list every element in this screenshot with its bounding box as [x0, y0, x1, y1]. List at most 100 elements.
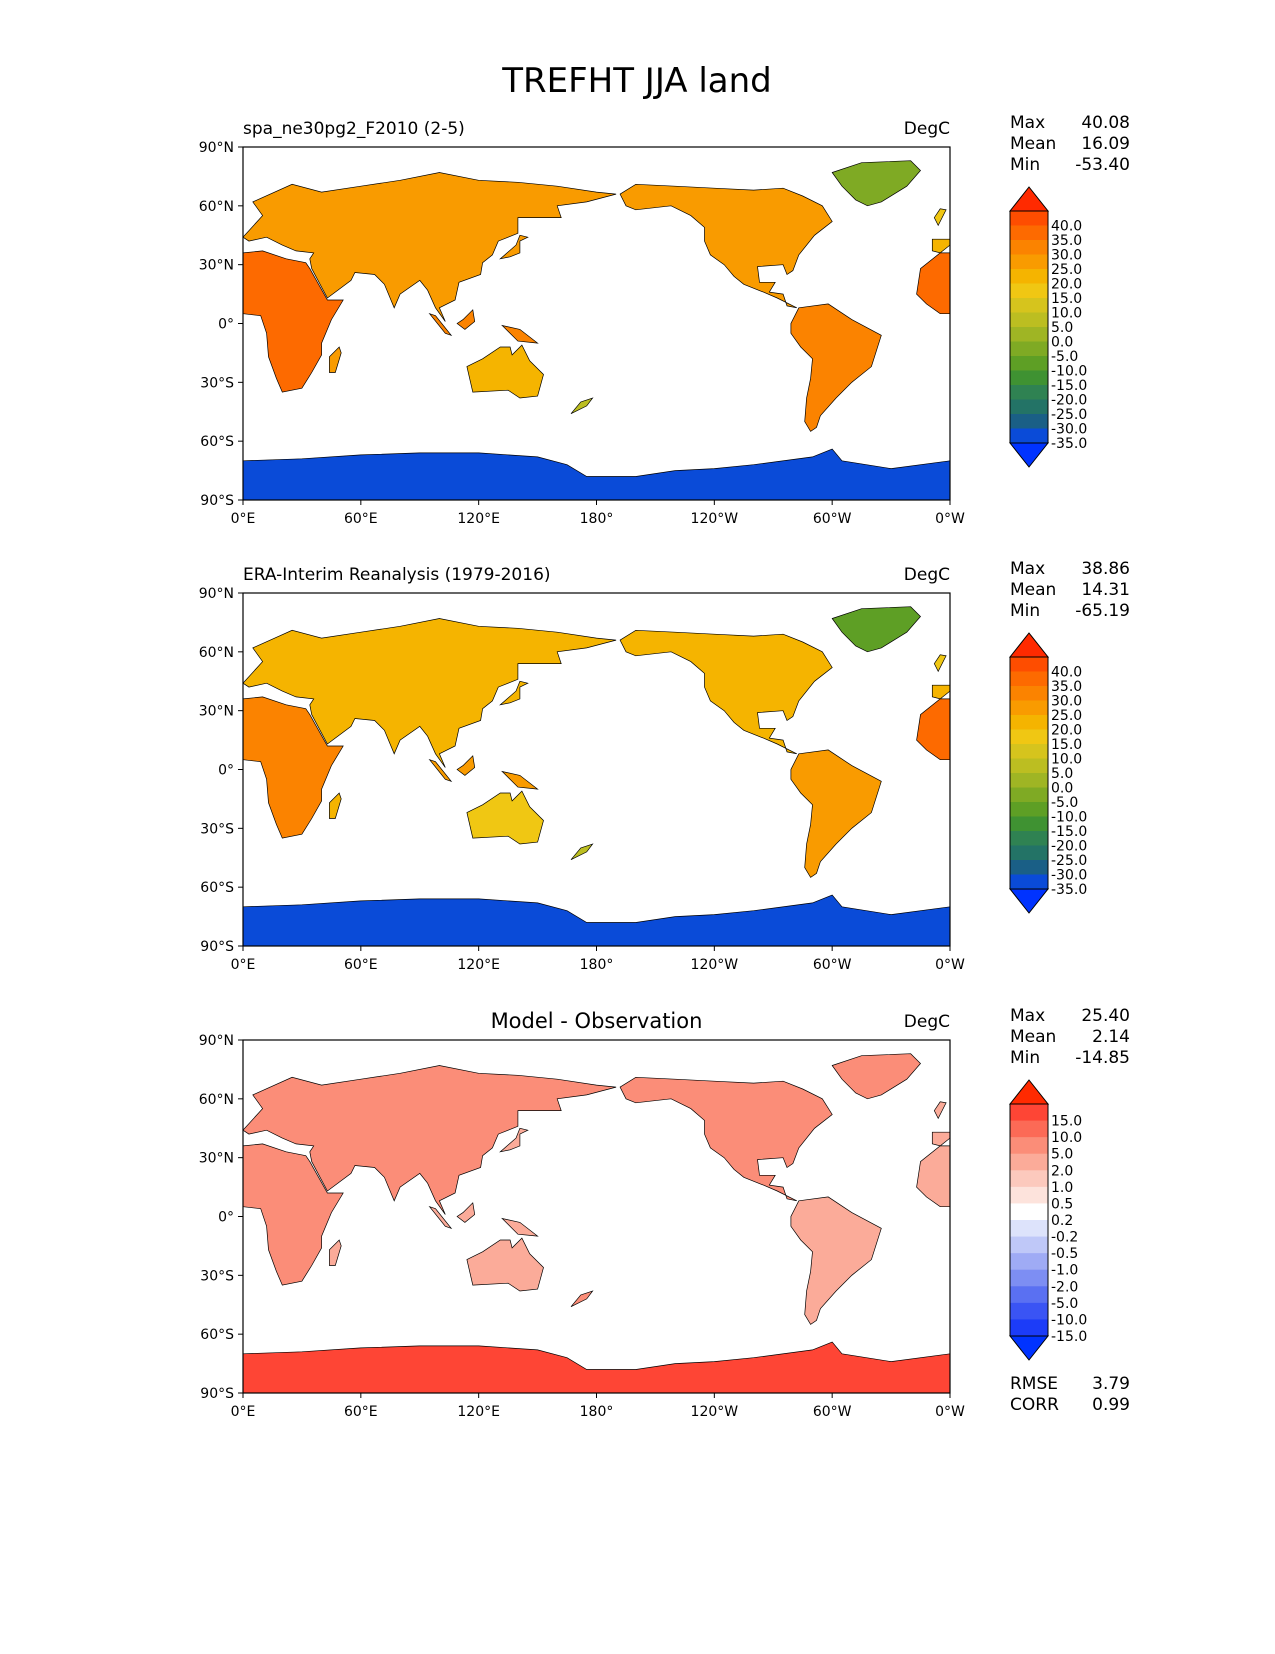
colorbar-level: 10.0: [1051, 1130, 1082, 1146]
lon-tick-label: 180°: [580, 957, 614, 973]
colorbar-level: 5.0: [1051, 1147, 1073, 1163]
stat-value: 14.31: [1081, 580, 1130, 600]
landmass-britain: [933, 1101, 947, 1120]
extra-stat-value: 0.99: [1092, 1395, 1130, 1415]
landmass-madagascar: [329, 1239, 342, 1266]
lon-tick-label: 0°E: [231, 1404, 256, 1420]
lat-tick-label: 90°N: [199, 1033, 234, 1049]
landmass-africa: [243, 696, 344, 839]
colorbar-level: -15.0: [1051, 824, 1087, 840]
landmass-samerica: [790, 749, 882, 878]
stat-label: Mean: [1010, 580, 1056, 600]
colorbar-swatch: [1010, 729, 1048, 745]
landmass-borneo: [456, 309, 476, 330]
lon-tick-label: 60°E: [344, 511, 378, 527]
stat-value: -14.85: [1075, 1048, 1130, 1068]
landmass-europe_w: [931, 238, 950, 254]
colorbar-swatch: [1010, 1319, 1048, 1337]
colorbar-swatch: [1010, 327, 1048, 343]
colorbar-frame: [1009, 1103, 1049, 1337]
colorbar-level: -5.0: [1051, 795, 1078, 811]
landmass-sumatra: [428, 1205, 453, 1230]
colorbar-level: 40.0: [1051, 219, 1082, 235]
colorbar-min-extend: [1008, 1335, 1050, 1361]
landmass-newguinea: [501, 770, 539, 790]
colorbar-level: 10.0: [1051, 306, 1082, 322]
colorbar-swatch: [1010, 1137, 1048, 1155]
lon-tick-label: 0°E: [231, 957, 256, 973]
lat-tick-label: 90°N: [199, 140, 234, 156]
lon-tick-label: 120°W: [691, 511, 739, 527]
lat-tick-label: 60°N: [199, 199, 234, 215]
colorbar-level: 35.0: [1051, 233, 1082, 249]
lon-tick-label: 120°W: [691, 1404, 739, 1420]
colorbar-frame: [1009, 210, 1049, 444]
colorbar-swatch: [1010, 225, 1048, 241]
landmass-antarctica: [243, 448, 950, 500]
lon-tick-label: 0°W: [935, 1404, 965, 1420]
colorbar-level: 35.0: [1051, 679, 1082, 695]
lon-tick-label: 60°E: [344, 1404, 378, 1420]
colorbar-swatch: [1010, 874, 1048, 890]
stat-label: Min: [1010, 155, 1040, 175]
panel-center-title: Model - Observation: [491, 1009, 703, 1033]
colorbar-swatch: [1010, 787, 1048, 803]
landmass-australia: [466, 790, 544, 845]
landmass-eurasia: [243, 1065, 617, 1215]
landmass-namerica: [619, 629, 833, 755]
figure-title: TREFHT JJA land: [501, 61, 772, 101]
colorbar-level: -30.0: [1051, 422, 1087, 438]
colorbar-level: 0.5: [1051, 1196, 1073, 1212]
lon-tick-label: 120°E: [457, 957, 500, 973]
colorbar-swatch: [1010, 1302, 1048, 1321]
colorbar-level: -2.0: [1051, 1279, 1078, 1295]
lat-tick-label: 90°S: [200, 1386, 234, 1402]
colorbar-level: 0.0: [1051, 335, 1073, 351]
colorbar-swatch: [1010, 831, 1048, 847]
colorbar-swatch: [1010, 1104, 1048, 1122]
map-panel-test: spa_ne30pg2_F2010 (2-5) DegC 90°N 60°N 30°N 0…: [199, 113, 1130, 527]
colorbar-swatch: [1010, 1253, 1048, 1271]
landmass-antarctica: [243, 1341, 950, 1393]
colorbar: 15.010.05.02.01.00.50.2-0.2-0.5-1.0-2.0-…: [1008, 1079, 1087, 1361]
landmass-sumatra: [428, 758, 453, 783]
landmass-antarctica: [243, 894, 950, 946]
colorbar-level: 2.0: [1051, 1163, 1073, 1179]
lat-tick-label: 60°S: [200, 1327, 234, 1343]
landmass-madagascar: [329, 346, 342, 373]
stat-label: Min: [1010, 1048, 1040, 1068]
colorbar-swatch: [1010, 283, 1048, 299]
colorbar-swatch: [1010, 700, 1048, 716]
colorbar-level: -5.0: [1051, 1296, 1078, 1312]
landmass-borneo: [456, 1202, 476, 1223]
colorbar-swatch: [1010, 385, 1048, 401]
map-area: [243, 1040, 950, 1393]
landmass-sumatra: [428, 312, 453, 337]
colorbar-level: -10.0: [1051, 364, 1087, 380]
lat-tick-label: 30°S: [200, 821, 234, 837]
landmass-borneo: [456, 755, 476, 776]
lat-tick-label: 30°S: [200, 1268, 234, 1284]
colorbar-swatch: [1010, 399, 1048, 415]
lat-tick-label: 30°N: [199, 704, 234, 720]
map-panel-difference: Model - Observation DegC 90°N 60°N 30°N 0° 30°…: [199, 1006, 1130, 1420]
lon-tick-label: 120°E: [457, 511, 500, 527]
colorbar-level: 30.0: [1051, 248, 1082, 264]
colorbar-swatch: [1010, 1236, 1048, 1254]
colorbar-level: 5.0: [1051, 766, 1073, 782]
lat-tick-label: 90°S: [200, 493, 234, 509]
lat-tick-label: 30°N: [199, 1151, 234, 1167]
colorbar-level: -10.0: [1051, 1312, 1087, 1328]
colorbar-level: 20.0: [1051, 277, 1082, 293]
colorbar-level: -1.0: [1051, 1263, 1078, 1279]
colorbar-level: -5.0: [1051, 349, 1078, 365]
colorbar-level: -30.0: [1051, 868, 1087, 884]
colorbar-frame: [1009, 656, 1049, 890]
landmass-europe_w: [931, 684, 950, 700]
landmass-namerica: [619, 1076, 833, 1202]
panel-units: DegC: [904, 1012, 950, 1032]
stat-value: 16.09: [1081, 134, 1130, 154]
lon-tick-label: 180°: [580, 511, 614, 527]
lat-tick-label: 30°S: [200, 375, 234, 391]
colorbar-max-extend: [1008, 632, 1050, 658]
